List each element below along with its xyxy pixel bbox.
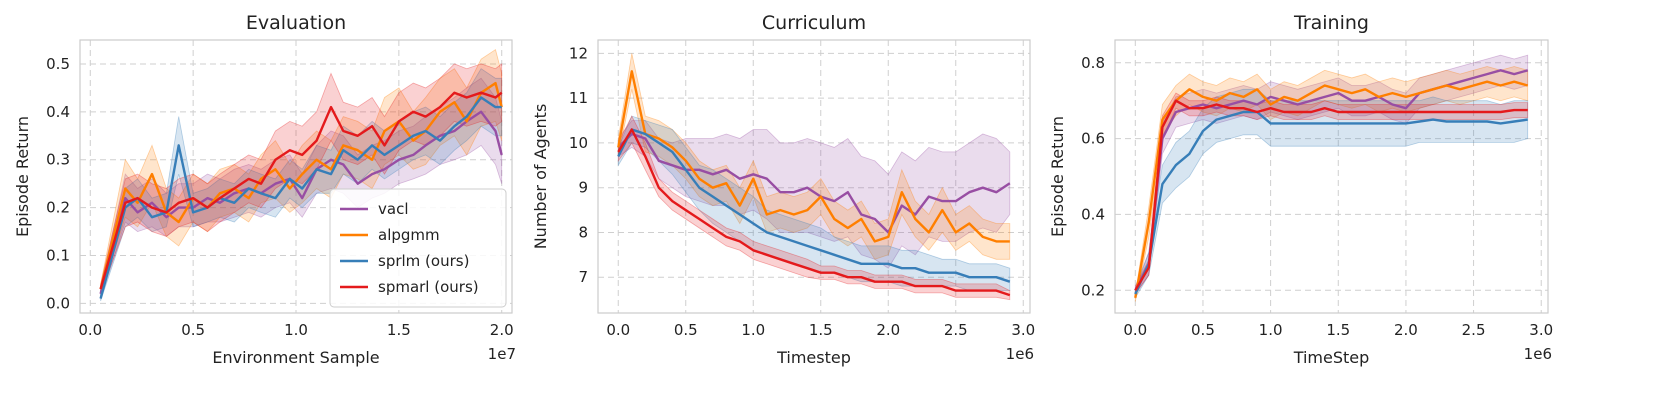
y-tick-label: 0.8 (1081, 54, 1105, 72)
axes-frame (597, 39, 1031, 314)
legend-label-sprlm: sprlm (ours) (378, 252, 469, 270)
x-axis-label: Environment Sample (212, 348, 379, 367)
y-tick-label: 0.2 (46, 199, 70, 217)
y-tick-label: 8 (578, 223, 588, 241)
y-tick-label: 11 (569, 89, 588, 107)
x-tick-label: 0.5 (1191, 321, 1215, 339)
x-tick-label: 1.5 (809, 321, 833, 339)
legend-label-alpgmm: alpgmm (378, 226, 440, 244)
plot-area (99, 48, 503, 302)
x-tick-label: 0.0 (606, 321, 630, 339)
x-tick-label: 2.0 (1394, 321, 1418, 339)
band-alpgmm (617, 53, 1011, 260)
line-vacl (1134, 69, 1529, 291)
x-tick-label: 1.0 (741, 321, 765, 339)
training-panel: 0.0 0.5 1.0 1.5 2.0 2.5 3.0 0.2 0.4 0.6 0.8 Trainin… (1048, 12, 1553, 367)
y-tick-label: 10 (569, 134, 588, 152)
band-sprlm (1134, 88, 1529, 300)
y-tick-label: 0.4 (1081, 205, 1105, 223)
line-spmarl (617, 128, 1011, 297)
chart-title: Curriculum (762, 12, 866, 34)
legend: vacl alpgmm sprlm (ours) spmarl (ours) (329, 188, 507, 308)
x-tick-label: 2.5 (944, 321, 968, 339)
x-tick-label: 1.5 (1326, 321, 1350, 339)
legend-label-spmarl: spmarl (ours) (378, 278, 479, 296)
band-sprlm (100, 68, 503, 302)
x-scale-label: 1e6 (1006, 345, 1034, 363)
x-tick-label: 0.0 (78, 321, 102, 339)
y-tick-label: 12 (569, 44, 588, 62)
y-axis-label: Episode Return (13, 116, 32, 237)
x-tick-label: 1.5 (387, 321, 411, 339)
y-axis-label: Number of Agents (531, 104, 550, 250)
y-tick-label: 7 (578, 268, 588, 286)
y-axis-label: Episode Return (1048, 116, 1067, 237)
line-alpgmm (617, 70, 1010, 243)
x-tick-label: 0.5 (181, 321, 205, 339)
line-spmarl (99, 91, 503, 290)
chart-title: Evaluation (246, 12, 346, 34)
chart-title: Training (1293, 12, 1369, 34)
y-tick-label: 0.5 (46, 55, 70, 73)
y-tick-label: 0.3 (46, 151, 70, 169)
y-tick-label: 9 (578, 179, 588, 197)
line-vacl (617, 132, 1011, 234)
line-alpgmm (99, 81, 503, 290)
line-alpgmm (1134, 80, 1529, 299)
axes-frame (79, 39, 513, 314)
band-spmarl (617, 115, 1011, 301)
plot-area (617, 53, 1011, 301)
x-tick-label: 1.0 (1259, 321, 1283, 339)
line-sprlm (1134, 110, 1528, 295)
curriculum-panel: 0.0 0.5 1.0 1.5 2.0 2.5 3.0 7 8 9 10 11 12 Curriculum… (531, 12, 1035, 367)
x-scale-label: 1e7 (488, 345, 516, 363)
band-spmarl (100, 63, 503, 294)
y-tick-label: 0.0 (46, 294, 70, 312)
x-tick-label: 2.0 (876, 321, 900, 339)
line-sprlm (617, 128, 1011, 283)
x-tick-label: 2.0 (490, 321, 514, 339)
legend-box (329, 188, 507, 308)
x-axis-label: Timestep (776, 348, 851, 367)
legend-label-vacl: vacl (378, 200, 408, 218)
evaluation-panel: 0.0 0.5 1.0 1.5 2.0 0.0 0.1 0.2 0.3 0.4 0.5 Evaluat… (13, 12, 516, 367)
y-tick-label: 0.6 (1081, 130, 1105, 148)
x-tick-label: 3.0 (1011, 321, 1035, 339)
x-scale-label: 1e6 (1524, 345, 1552, 363)
x-tick-label: 2.5 (1462, 321, 1486, 339)
x-tick-label: 0.0 (1123, 321, 1147, 339)
y-tick-label: 0.4 (46, 103, 70, 121)
x-tick-label: 3.0 (1529, 321, 1553, 339)
plot-area (1134, 54, 1529, 302)
x-axis-label: TimeStep (1293, 348, 1370, 367)
band-alpgmm (100, 48, 503, 294)
axes-frame (1114, 39, 1549, 314)
y-tick-label: 0.2 (1081, 281, 1105, 299)
line-vacl (99, 110, 503, 295)
y-tick-label: 0.1 (46, 247, 70, 265)
x-tick-label: 0.5 (674, 321, 698, 339)
x-tick-label: 1.0 (284, 321, 308, 339)
line-sprlm (99, 96, 502, 299)
line-spmarl (1134, 99, 1528, 291)
